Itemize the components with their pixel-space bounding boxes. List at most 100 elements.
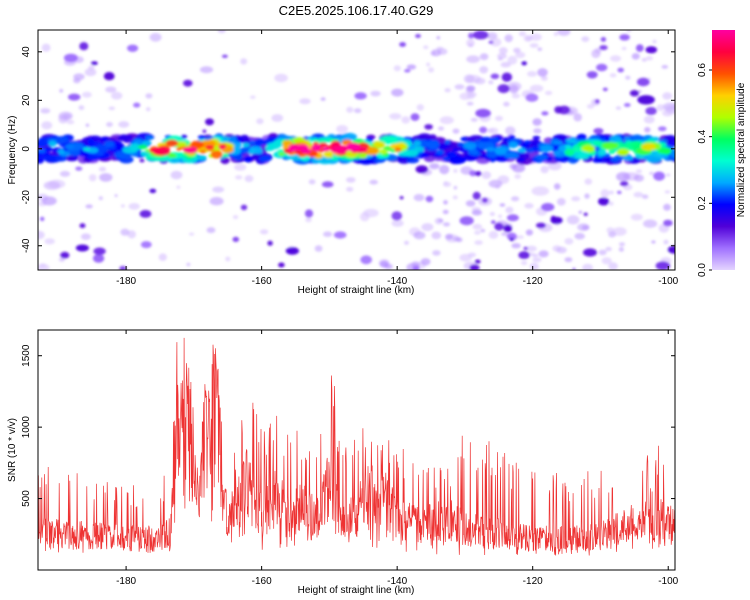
spectral-blob [301, 148, 312, 154]
spectral-blob [495, 146, 507, 156]
spectral-blob [591, 49, 601, 59]
spectral-blob [55, 154, 68, 162]
spectral-blob [41, 121, 53, 130]
spectral-blob [358, 153, 368, 159]
spectral-blob [38, 263, 50, 270]
spectral-blob [401, 116, 411, 124]
spectral-blob [486, 147, 496, 152]
spectral-blob [206, 227, 216, 234]
spectral-blob [643, 115, 655, 124]
spectral-blob [511, 93, 521, 99]
spectral-blob [442, 156, 450, 161]
spectral-blob [645, 46, 658, 54]
spectral-blob [644, 127, 651, 133]
spectral-blob [399, 42, 406, 47]
spectral-blob [436, 149, 445, 155]
spectral-blob [504, 151, 519, 159]
snr-x-tick-label: -180 [116, 576, 136, 587]
spectral-blob [623, 136, 631, 141]
spectral-blob [602, 141, 619, 150]
spectral-blob [629, 90, 640, 97]
spectral-blob [532, 118, 542, 126]
spectral-blob [526, 245, 537, 252]
spectral-blob [321, 181, 334, 188]
spectral-blob [442, 209, 449, 215]
spectral-blob [95, 144, 109, 153]
spectral-blob [330, 155, 339, 161]
spectral-blob [205, 118, 214, 126]
spectral-blob [311, 144, 322, 151]
spectral-blob [544, 90, 553, 96]
spectral-blob [379, 260, 389, 268]
spectral-blob [406, 157, 420, 164]
spectral-blob [202, 129, 207, 134]
spectral-blob [621, 46, 627, 51]
spectral-blob [598, 197, 610, 206]
spectral-blob [556, 246, 567, 254]
spectral-blob [209, 197, 224, 206]
spectral-blob [119, 134, 129, 142]
spectral-blob [530, 33, 542, 41]
spectral-blob [288, 144, 301, 151]
spectral-blob [652, 39, 657, 44]
spectral-blob [234, 163, 247, 171]
spectral-blob [145, 149, 151, 153]
spectral-blob [609, 73, 617, 78]
spectral-blob [610, 55, 622, 62]
spectral-blob [649, 171, 654, 175]
spectral-blob [631, 53, 640, 60]
snr-x-tick-label: -160 [252, 576, 272, 587]
spectral-blob [525, 35, 533, 41]
snr-x-ticks: -180 -160 -140 -120 -100 [116, 330, 679, 587]
spectral-blob [508, 141, 518, 149]
spectral-blob [242, 142, 250, 148]
spectral-blob [244, 175, 254, 183]
spectral-blob [58, 111, 73, 121]
spectral-blob [463, 74, 475, 84]
spectral-blob [48, 140, 57, 147]
spectral-blob [235, 175, 243, 180]
spectral-blob [630, 213, 643, 221]
spectral-blob [98, 166, 107, 172]
spectral-blob [346, 142, 360, 150]
spectral-blob [127, 230, 136, 239]
spectral-blob [536, 154, 548, 161]
spectral-blob [459, 216, 474, 226]
spectral-blob [540, 165, 549, 174]
spectral-blob [608, 262, 618, 270]
spectral-blob [406, 64, 417, 70]
spectral-blob [145, 135, 154, 140]
spectral-blob [525, 229, 534, 236]
spectral-blob [105, 86, 117, 93]
spectral-blob [490, 73, 500, 80]
snr-y-tick-label: 1000 [21, 416, 32, 439]
colorbar-ticks: 0.0 0.2 0.4 0.6 [697, 63, 712, 277]
spectrogram-x-tick-label: -100 [658, 276, 678, 287]
colorbar: 0.0 0.2 0.4 0.6 Normalized spectral amplitu… [697, 30, 747, 277]
spectral-blob [565, 138, 577, 144]
spectral-blob [523, 246, 528, 251]
spectral-blob [42, 196, 57, 206]
spectral-blob [99, 173, 113, 182]
spectral-blob [176, 185, 181, 189]
spectral-blob [97, 152, 104, 156]
spectral-blob [243, 155, 253, 163]
snr-y-tick-label: 500 [21, 490, 32, 507]
spectral-blob [60, 251, 70, 259]
spectral-blob [140, 241, 152, 249]
spectral-blob [667, 245, 675, 254]
spectral-blob [444, 140, 451, 144]
spectral-blob [661, 65, 669, 69]
spectral-blob [592, 158, 602, 163]
spectral-blob [40, 216, 45, 222]
spectral-blob [615, 106, 622, 110]
spectral-blob [228, 136, 237, 142]
spectrogram-y-axis-label: Frequency (Hz) [7, 116, 18, 185]
spectral-blob [43, 181, 61, 190]
spectral-blob [600, 189, 610, 198]
spectral-blob [314, 245, 323, 252]
spectral-blob [259, 229, 269, 235]
spectral-blob [85, 204, 93, 209]
spectral-blob [55, 136, 69, 143]
spectral-blob [506, 214, 519, 222]
